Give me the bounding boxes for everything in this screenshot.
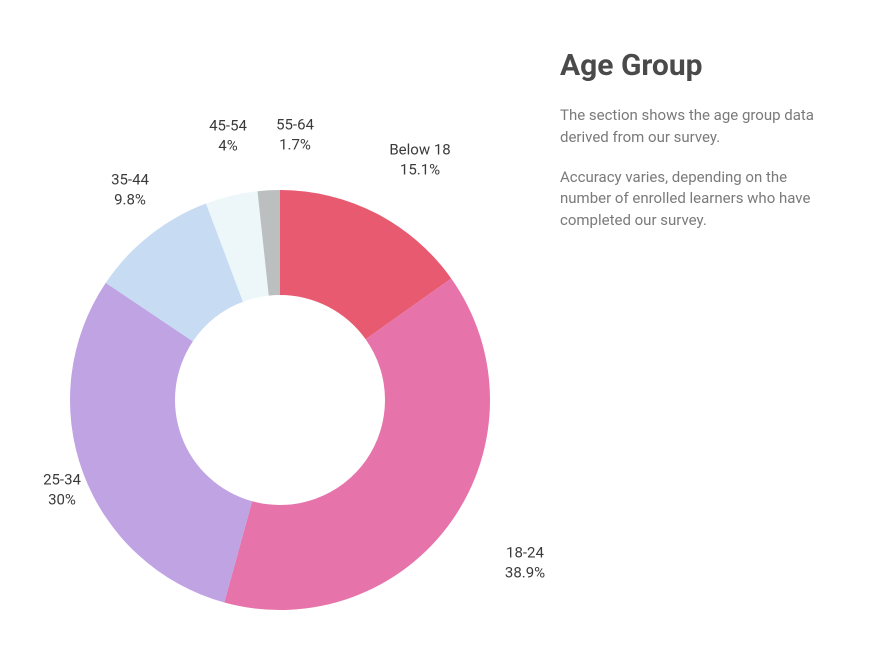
text-panel: Age Group The section shows the age grou…	[560, 0, 896, 672]
chart-title: Age Group	[560, 48, 856, 83]
donut-chart: Below 1815.1%18-2438.9%25-3430%35-449.8%…	[0, 0, 560, 672]
donut-slice	[70, 283, 252, 603]
chart-description-2: Accuracy varies, depending on the number…	[560, 167, 840, 232]
chart-description-1: The section shows the age group data der…	[560, 105, 840, 149]
